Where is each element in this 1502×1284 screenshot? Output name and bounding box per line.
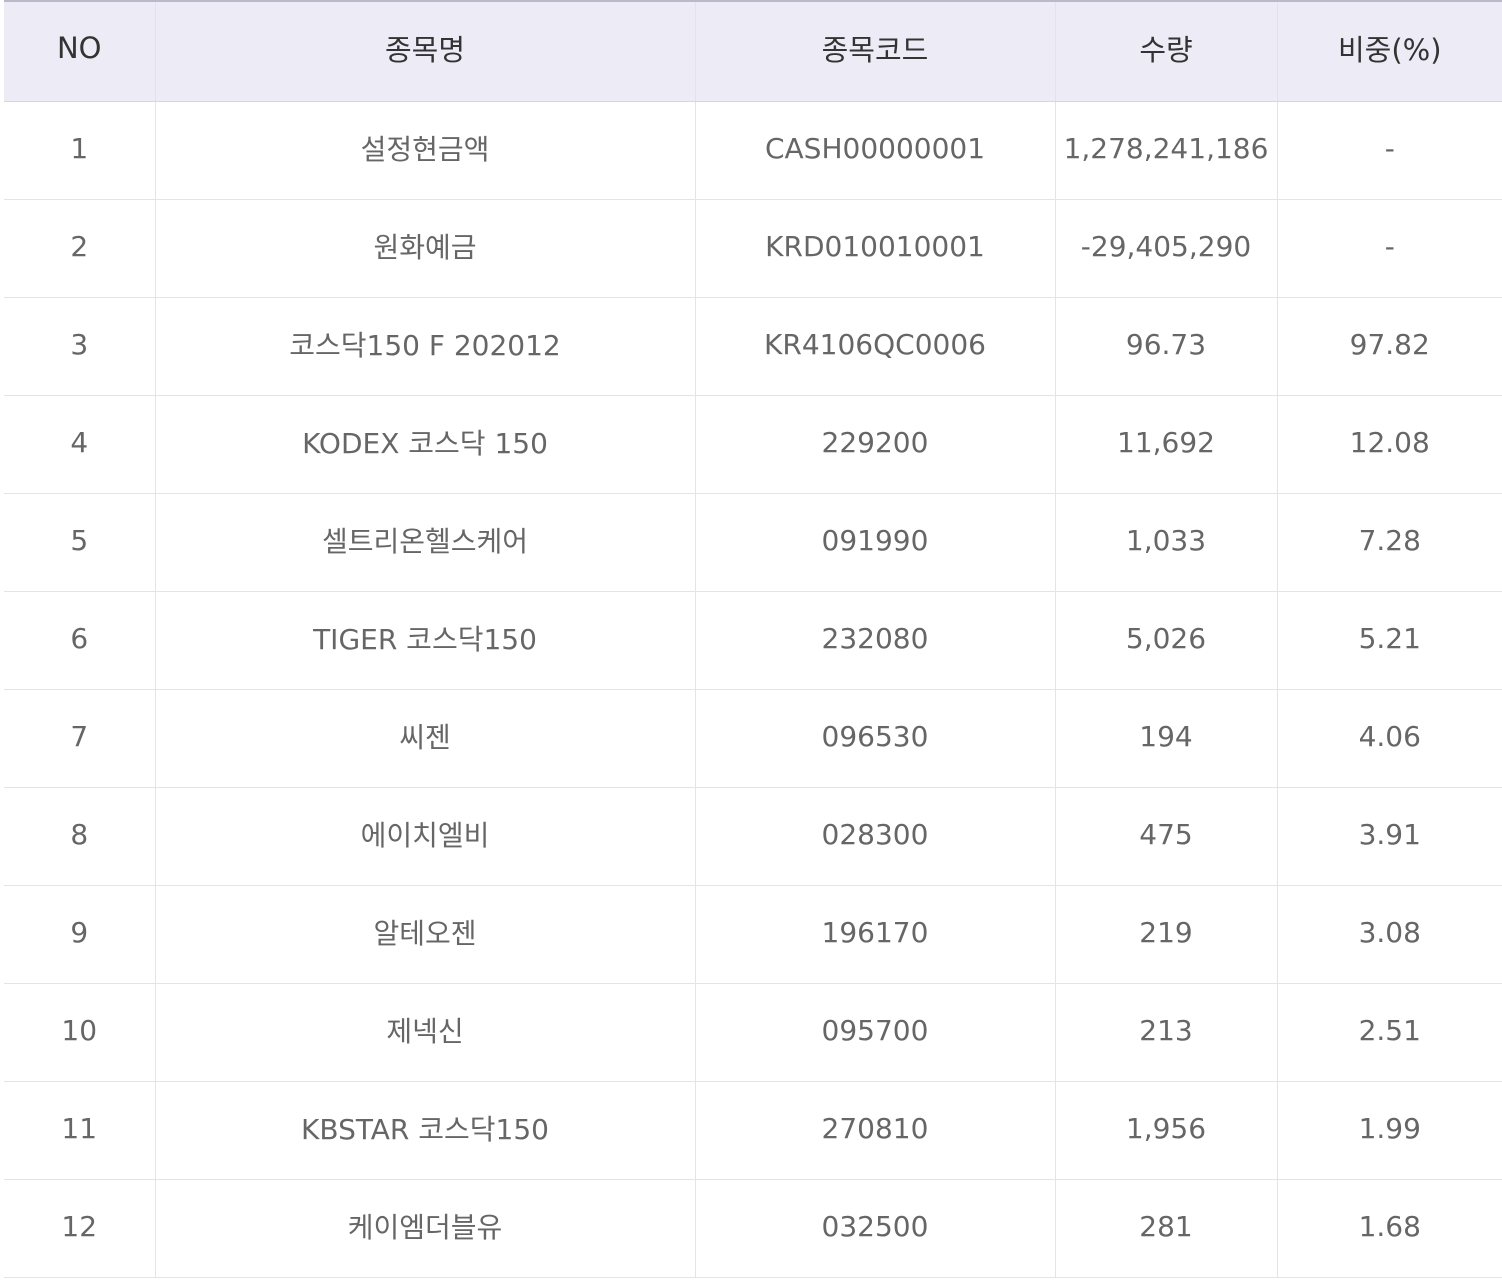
cell-weight: 7.28 [1276, 493, 1502, 592]
cell-quantity: -29,405,290 [1054, 199, 1277, 298]
column-header-name: 종목명 [154, 0, 695, 102]
cell-code: KRD010010001 [694, 199, 1055, 298]
cell-name: KODEX 코스닥 150 [154, 395, 695, 494]
table-row: 11 KBSTAR 코스닥150 270810 1,956 1.99 [4, 1081, 1502, 1180]
table-row: 5 셀트리온헬스케어 091990 1,033 7.28 [4, 493, 1502, 592]
table-row: 1 설정현금액 CASH00000001 1,278,241,186- [4, 101, 1502, 200]
cell-code: CASH00000001 [694, 101, 1055, 200]
cell-code: KR4106QC0006 [694, 297, 1055, 396]
cell-no: 4 [4, 395, 155, 494]
table-row: 10 제넥신 095700 213 2.51 [4, 983, 1502, 1082]
cell-quantity: 96.73 [1054, 297, 1277, 396]
column-header-no: NO [4, 0, 155, 102]
cell-quantity: 213 [1054, 983, 1277, 1082]
cell-weight: 2.51 [1276, 983, 1502, 1082]
table-row: 7 씨젠 096530 194 4.06 [4, 689, 1502, 788]
cell-no: 2 [4, 199, 155, 298]
cell-weight: 5.21 [1276, 591, 1502, 690]
cell-quantity: 11,692 [1054, 395, 1277, 494]
column-header-weight: 비중(%) [1276, 0, 1502, 102]
table-row: 6 TIGER 코스닥150 232080 5,026 5.21 [4, 591, 1502, 690]
cell-quantity: 1,956 [1054, 1081, 1277, 1180]
cell-code: 096530 [694, 689, 1055, 788]
cell-no: 8 [4, 787, 155, 886]
cell-code: 270810 [694, 1081, 1055, 1180]
cell-code: 196170 [694, 885, 1055, 984]
cell-quantity: 219 [1054, 885, 1277, 984]
table-row: 9 알테오젠 196170 219 3.08 [4, 885, 1502, 984]
cell-no: 12 [4, 1179, 155, 1278]
cell-weight: 3.08 [1276, 885, 1502, 984]
cell-name: 설정현금액 [154, 101, 695, 200]
cell-code: 032500 [694, 1179, 1055, 1278]
holdings-table-container: NO 종목명 종목코드 수량 비중(%) 1 설정현금액 CASH00000001 1… [4, 0, 1502, 1284]
table-row: 8 에이치엘비 028300 475 3.91 [4, 787, 1502, 886]
cell-weight: 12.08 [1276, 395, 1502, 494]
cell-quantity: 1,033 [1054, 493, 1277, 592]
cell-quantity: 1,278,241,186 [1054, 101, 1277, 200]
cell-name: KBSTAR 코스닥150 [154, 1081, 695, 1180]
cell-no: 6 [4, 591, 155, 690]
table-header: NO 종목명 종목코드 수량 비중(%) [4, 0, 1502, 102]
cell-code: 232080 [694, 591, 1055, 690]
column-header-code: 종목코드 [694, 0, 1055, 102]
cell-no: 10 [4, 983, 155, 1082]
cell-weight: 1.68 [1276, 1179, 1502, 1278]
cell-name: 씨젠 [154, 689, 695, 788]
column-header-quantity: 수량 [1054, 0, 1277, 102]
table-row: 12 케이엠더블유 032500 281 1.68 [4, 1179, 1502, 1278]
header-row: NO 종목명 종목코드 수량 비중(%) [4, 0, 1502, 102]
cell-weight: 4.06 [1276, 689, 1502, 788]
cell-quantity: 194 [1054, 689, 1277, 788]
cell-name: 원화예금 [154, 199, 695, 298]
table-row: 4 KODEX 코스닥 150 229200 11,692 12.08 [4, 395, 1502, 494]
table-row: 3 코스닥150 F 202012 KR4106QC0006 96.73 97.82 [4, 297, 1502, 396]
cell-name: TIGER 코스닥150 [154, 591, 695, 690]
cell-no: 11 [4, 1081, 155, 1180]
cell-weight: - [1276, 199, 1502, 298]
cell-code: 229200 [694, 395, 1055, 494]
cell-no: 7 [4, 689, 155, 788]
cell-no: 3 [4, 297, 155, 396]
holdings-table: NO 종목명 종목코드 수량 비중(%) 1 설정현금액 CASH00000001 1… [4, 0, 1502, 1278]
cell-quantity: 5,026 [1054, 591, 1277, 690]
cell-code: 028300 [694, 787, 1055, 886]
cell-name: 코스닥150 F 202012 [154, 297, 695, 396]
cell-weight: 3.91 [1276, 787, 1502, 886]
cell-no: 5 [4, 493, 155, 592]
cell-weight: 97.82 [1276, 297, 1502, 396]
cell-weight: - [1276, 101, 1502, 200]
cell-name: 셀트리온헬스케어 [154, 493, 695, 592]
cell-quantity: 281 [1054, 1179, 1277, 1278]
cell-code: 091990 [694, 493, 1055, 592]
cell-name: 에이치엘비 [154, 787, 695, 886]
cell-name: 케이엠더블유 [154, 1179, 695, 1278]
table-row: 2 원화예금 KRD010010001 -29,405,290- [4, 199, 1502, 298]
table-body: 1 설정현금액 CASH00000001 1,278,241,186-2 원화예금 KRD… [4, 101, 1502, 1278]
cell-name: 제넥신 [154, 983, 695, 1082]
cell-no: 1 [4, 101, 155, 200]
cell-quantity: 475 [1054, 787, 1277, 886]
cell-name: 알테오젠 [154, 885, 695, 984]
cell-weight: 1.99 [1276, 1081, 1502, 1180]
cell-no: 9 [4, 885, 155, 984]
cell-code: 095700 [694, 983, 1055, 1082]
